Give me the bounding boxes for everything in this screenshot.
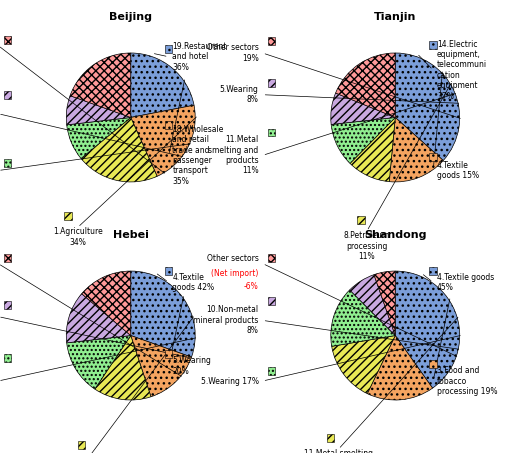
Bar (4, 354, 11, 362)
Wedge shape (331, 290, 395, 347)
Bar (327, 434, 334, 442)
Text: 10.Non-metal
mineral products
8%: 10.Non-metal mineral products 8% (194, 305, 259, 335)
Bar (4, 301, 11, 309)
Wedge shape (331, 117, 395, 164)
Bar (429, 267, 437, 275)
Title: Tianjin: Tianjin (374, 12, 417, 22)
Wedge shape (131, 105, 195, 176)
Text: 11.Metal
smelting and
products
11%: 11.Metal smelting and products 11% (208, 135, 259, 175)
Title: Hebei: Hebei (113, 230, 149, 240)
Wedge shape (367, 336, 432, 400)
Text: 4.Textile
goods 42%: 4.Textile goods 42% (173, 273, 215, 292)
Title: Shandong: Shandong (364, 230, 427, 240)
Text: Other sectors
19%: Other sectors 19% (207, 43, 259, 63)
Wedge shape (374, 271, 395, 336)
Text: 19.Restaurant
and hotel
36%: 19.Restaurant and hotel 36% (173, 42, 227, 72)
Bar (165, 350, 172, 358)
Text: 5.Wearing 17%: 5.Wearing 17% (201, 376, 259, 386)
Wedge shape (66, 294, 131, 343)
Wedge shape (67, 117, 131, 159)
Bar (165, 267, 172, 275)
Wedge shape (389, 117, 443, 182)
Bar (4, 91, 11, 98)
Wedge shape (67, 336, 131, 389)
Text: (Net import): (Net import) (211, 269, 259, 278)
Wedge shape (131, 336, 191, 397)
Bar (268, 38, 276, 45)
Bar (78, 441, 85, 449)
Bar (64, 212, 72, 220)
Title: Beijing: Beijing (109, 12, 152, 22)
Bar (4, 36, 11, 43)
Bar (429, 41, 437, 49)
Text: 18.Wholesale
and retail
trade and
passenger
transport
35%: 18.Wholesale and retail trade and passen… (173, 125, 224, 186)
Wedge shape (395, 53, 460, 160)
Text: 4.Textile
goods 15%: 4.Textile goods 15% (437, 161, 479, 180)
Bar (165, 45, 172, 53)
Bar (268, 297, 276, 305)
Text: 5.Wearing
20%: 5.Wearing 20% (173, 356, 211, 376)
Wedge shape (336, 53, 395, 117)
Wedge shape (331, 93, 395, 125)
Wedge shape (350, 117, 395, 182)
Bar (268, 129, 276, 136)
Bar (268, 79, 276, 87)
Bar (4, 254, 11, 261)
Text: 1.Agriculture
34%: 1.Agriculture 34% (53, 227, 103, 247)
Bar (268, 254, 276, 261)
Bar (268, 367, 276, 376)
Wedge shape (70, 53, 131, 117)
Wedge shape (81, 117, 157, 182)
Wedge shape (395, 271, 460, 388)
Text: 8.Petroleum
processing
11%: 8.Petroleum processing 11% (344, 231, 390, 261)
Wedge shape (131, 53, 194, 117)
Text: 4.Textile goods
45%: 4.Textile goods 45% (437, 273, 494, 292)
Bar (165, 121, 172, 129)
Bar (429, 153, 437, 161)
Wedge shape (332, 336, 395, 394)
Text: 3.Food and
tobacco
processing 19%: 3.Food and tobacco processing 19% (437, 366, 498, 396)
Wedge shape (82, 271, 131, 336)
Wedge shape (95, 336, 151, 400)
Wedge shape (66, 96, 131, 125)
Wedge shape (131, 271, 195, 357)
Text: 5.Wearing
8%: 5.Wearing 8% (220, 85, 259, 104)
Text: Other sectors: Other sectors (207, 255, 259, 264)
Wedge shape (350, 275, 395, 336)
Bar (357, 216, 365, 224)
Text: 11.Metal smelting
and products 17%: 11.Metal smelting and products 17% (304, 449, 373, 453)
Text: -6%: -6% (244, 282, 259, 291)
Bar (4, 159, 11, 167)
Bar (429, 360, 437, 368)
Text: 14.Electric
equipment,
telecommuni
cation
equipment
37%: 14.Electric equipment, telecommuni catio… (437, 39, 487, 101)
